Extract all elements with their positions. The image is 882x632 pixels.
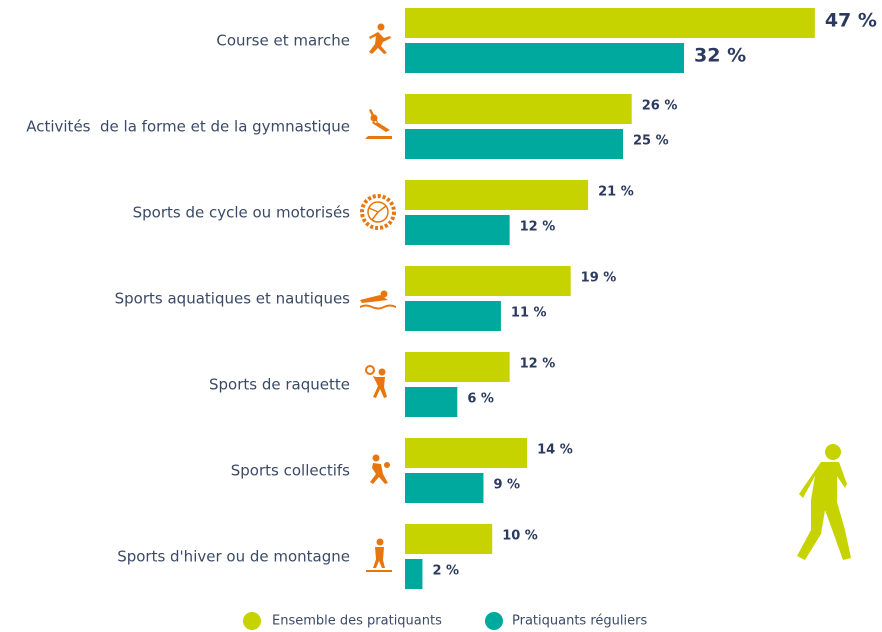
bar (405, 180, 588, 210)
category-label: Sports collectifs (231, 462, 350, 480)
icon-racket (366, 366, 387, 398)
value-label: 11 % (511, 306, 547, 321)
bar (405, 94, 632, 124)
chart: Ensemble des pratiquants Pratiquants rég… (0, 0, 882, 632)
value-label: 25 % (633, 134, 669, 149)
value-label: 2 % (432, 564, 459, 579)
bar (405, 266, 571, 296)
value-label: 12 % (520, 220, 556, 235)
bar (405, 352, 510, 382)
bar (405, 559, 422, 589)
value-label: 12 % (520, 357, 556, 372)
bar (405, 301, 501, 331)
category-label: Sports d'hiver ou de montagne (117, 548, 350, 566)
icon-running (369, 24, 391, 55)
category-label: Activités de la forme et de la gymnastiq… (26, 118, 350, 136)
bar (405, 524, 492, 554)
value-label: 32 % (694, 45, 746, 67)
bar (405, 129, 623, 159)
icon-cycle (362, 196, 394, 228)
legend: Ensemble des pratiquants Pratiquants rég… (243, 612, 647, 630)
bar (405, 473, 483, 503)
value-label: 19 % (581, 271, 617, 286)
legend-swatch (243, 612, 261, 630)
icon-ski (366, 539, 392, 573)
bar (405, 438, 527, 468)
value-label: 26 % (642, 99, 678, 114)
icon-gym (365, 109, 392, 139)
icon-swim (360, 291, 396, 310)
value-label: 21 % (598, 185, 634, 200)
legend-label: Pratiquants réguliers (512, 614, 647, 629)
bar (405, 387, 457, 417)
value-label: 14 % (537, 443, 573, 458)
value-label: 6 % (467, 392, 494, 407)
icon-team (370, 455, 390, 485)
category-label: Sports de cycle ou motorisés (133, 204, 351, 222)
bar (405, 43, 684, 73)
legend-label: Ensemble des pratiquants (272, 614, 442, 629)
category-label: Course et marche (216, 32, 350, 50)
runner-silhouette (797, 444, 851, 560)
value-label: 10 % (502, 529, 538, 544)
category-label: Sports aquatiques et nautiques (115, 290, 351, 308)
bar (405, 215, 510, 245)
bar (405, 8, 815, 38)
value-label: 9 % (493, 478, 520, 493)
value-label: 47 % (825, 10, 877, 32)
category-label: Sports de raquette (209, 376, 350, 394)
legend-swatch (485, 612, 503, 630)
